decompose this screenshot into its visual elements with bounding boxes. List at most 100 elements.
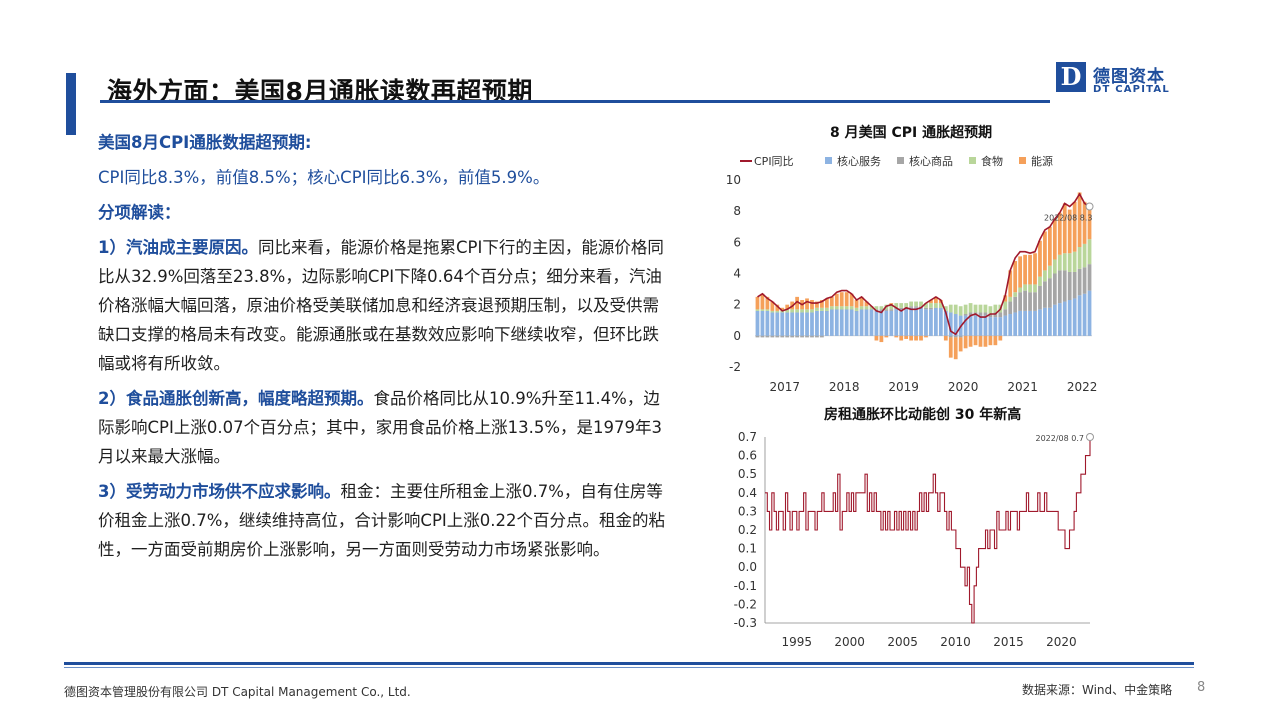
- x-tick-label-3: 2020: [948, 380, 979, 394]
- bar-segment: [844, 306, 849, 310]
- y-tick-label-4: 6: [733, 235, 741, 249]
- bar-segment: [924, 335, 928, 338]
- x-tick-label-1: 2018: [829, 380, 860, 394]
- bar-segment: [993, 304, 998, 313]
- chart1-title: 8 月美国 CPI 通胀超预期: [830, 125, 993, 141]
- bar-segment: [765, 309, 770, 311]
- bar-segment: [1038, 309, 1042, 336]
- bar-segment: [1047, 278, 1052, 308]
- bar-segment: [929, 299, 933, 304]
- bar-segment: [790, 309, 795, 313]
- bar-segment: [1082, 201, 1087, 244]
- bar-segment: [800, 335, 804, 338]
- y-tick-label-4: 0.1: [738, 542, 757, 556]
- legend-label-4: 能源: [1031, 154, 1053, 168]
- bar-segment: [948, 335, 953, 338]
- bar-segment: [1082, 243, 1087, 268]
- bar-segment: [884, 309, 889, 311]
- bar-segment: [1003, 309, 1008, 316]
- bar-segment: [1077, 247, 1082, 269]
- bar-segment: [1043, 281, 1047, 308]
- bar-segment: [1018, 310, 1023, 336]
- bar-segment: [1062, 253, 1067, 271]
- bar-segment: [1033, 253, 1037, 285]
- bar-segment: [790, 335, 795, 338]
- bar-segment: [973, 304, 978, 313]
- bar-segment: [909, 301, 913, 307]
- bar-segment: [1003, 295, 1008, 302]
- bar-segment: [760, 293, 765, 310]
- bar-segment: [879, 309, 884, 311]
- bar-segment: [795, 335, 800, 338]
- company-logo: D 德图资本 DT CAPITAL: [1056, 60, 1206, 100]
- bar-segment: [1052, 259, 1057, 274]
- bar-segment: [904, 309, 909, 336]
- bar-segment: [800, 312, 804, 336]
- bar-segment: [973, 335, 978, 346]
- bar-segment: [978, 335, 983, 347]
- bar-segment: [1072, 251, 1077, 272]
- bar-segment: [1008, 301, 1013, 315]
- energy-lead: 1）汽油成主要原因。: [98, 238, 258, 257]
- bar-segment: [899, 303, 904, 308]
- bar-segment: [919, 301, 923, 307]
- bar-segment: [824, 298, 829, 308]
- footer-source: 数据来源：Wind、中金策略: [1022, 683, 1173, 697]
- bar-segment: [810, 312, 814, 336]
- y-tick-label-6: 10: [726, 173, 741, 187]
- bar-segment: [775, 304, 780, 311]
- chart2-title: 房租通胀环比动能创 30 年新高: [824, 407, 1022, 423]
- bar-segment: [958, 335, 963, 338]
- bar-segment: [869, 306, 874, 310]
- bar-segment: [968, 303, 973, 313]
- bar-segment: [1057, 254, 1062, 271]
- bar-segment: [785, 335, 790, 338]
- legend-label-0: CPI同比: [754, 155, 794, 168]
- bar-segment: [899, 309, 904, 336]
- bar-segment: [899, 307, 904, 310]
- bar-segment: [1028, 254, 1032, 285]
- bar-segment: [1077, 295, 1082, 336]
- bar-segment: [998, 335, 1003, 341]
- bar-segment: [963, 314, 968, 316]
- bar-segment: [1028, 292, 1032, 311]
- bar-segment: [1087, 204, 1092, 240]
- bar-segment: [805, 312, 809, 336]
- x-tick-label-2: 2019: [888, 380, 919, 394]
- bar-segment: [889, 310, 894, 336]
- bar-segment: [1087, 290, 1092, 336]
- x-tick-label-5: 2022: [1067, 380, 1098, 394]
- cpi-summary: CPI同比8.3%，前值8.5%；核心CPI同比6.3%，前值5.9%。: [98, 168, 550, 187]
- y-tick-label-1: -0.2: [734, 597, 757, 611]
- bar-segment: [795, 309, 800, 313]
- bar-segment: [1057, 270, 1062, 304]
- bar-segment: [968, 335, 973, 347]
- bar-segment: [998, 312, 1003, 318]
- bar-segment: [834, 293, 839, 307]
- bar-segment: [958, 306, 963, 316]
- bar-segment: [805, 298, 809, 310]
- x-tick-label-4: 2015: [993, 635, 1024, 649]
- bar-segment: [820, 299, 824, 308]
- bar-segment: [924, 307, 928, 310]
- bar-segment: [879, 306, 884, 310]
- bar-segment: [1072, 271, 1077, 299]
- bar-segment: [1038, 285, 1042, 310]
- bar-segment: [988, 335, 993, 346]
- bar-segment: [909, 306, 913, 308]
- bar-segment: [879, 310, 884, 336]
- bar-segment: [755, 309, 760, 311]
- bar-segment: [1052, 304, 1057, 336]
- bar-segment: [948, 312, 953, 336]
- bar-segment: [993, 335, 998, 346]
- bar-segment: [829, 296, 834, 307]
- bar-segment: [859, 309, 864, 336]
- bar-segment: [953, 314, 958, 336]
- bar-segment: [894, 335, 899, 338]
- bar-segment: [889, 304, 894, 310]
- bar-segment: [1018, 292, 1023, 311]
- bar-segment: [929, 303, 933, 308]
- y-tick-label-1: 0: [733, 329, 741, 343]
- bar-segment: [1077, 268, 1082, 296]
- x-tick-label-0: 2017: [769, 380, 800, 394]
